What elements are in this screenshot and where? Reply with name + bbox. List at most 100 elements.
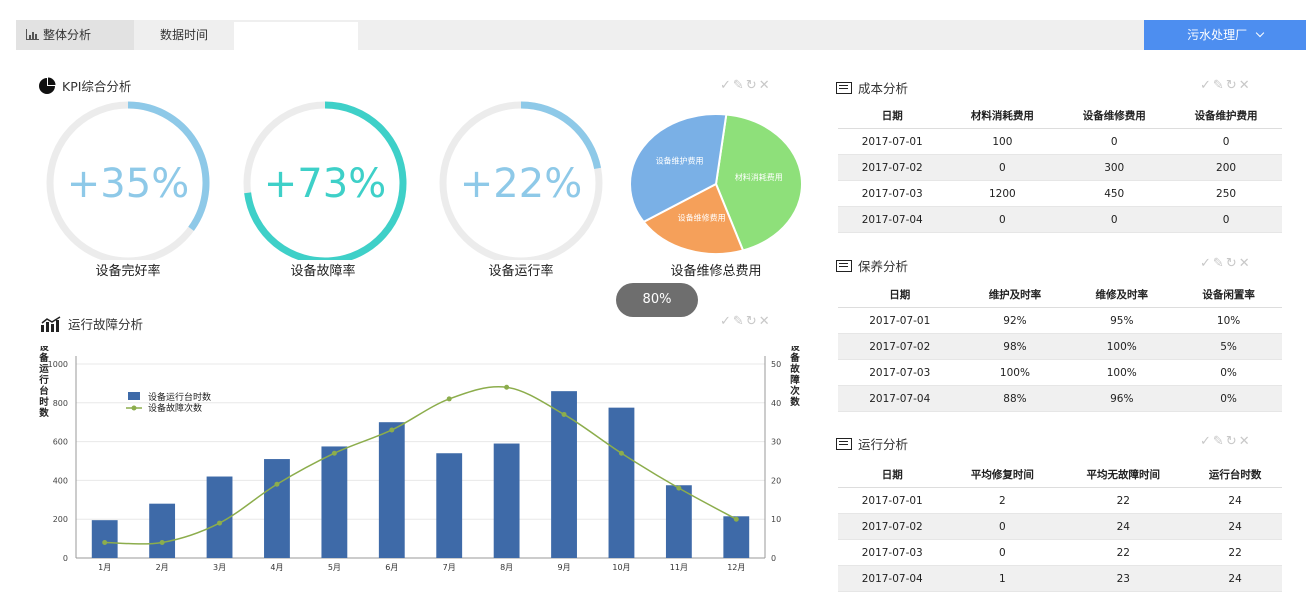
y-axis-label: 时	[39, 396, 49, 408]
table-row[interactable]: 2017-07-01 100 0 0	[838, 128, 1282, 155]
check-icon[interactable]: ✓	[720, 78, 733, 93]
column-header[interactable]: 材料消耗费用	[946, 102, 1059, 129]
tab-overall-label: 整体分析	[43, 28, 92, 42]
column-header[interactable]: 设备维护费用	[1170, 102, 1282, 129]
column-header[interactable]: 设备闲置率	[1175, 281, 1282, 308]
fault-chart-title: 运行故障分析	[68, 317, 144, 332]
bar[interactable]	[723, 516, 750, 558]
bar[interactable]	[436, 453, 463, 558]
x-tick-label: 12月	[727, 563, 745, 572]
close-icon[interactable]: ✕	[1238, 434, 1252, 449]
edit-icon[interactable]: ✎	[732, 78, 746, 93]
line-point[interactable]	[274, 481, 280, 487]
pie-slice[interactable]	[642, 182, 745, 255]
column-header[interactable]: 日期	[838, 102, 947, 129]
bar[interactable]	[493, 443, 520, 558]
table-header-row: 日期 维护及时率 维修及时率 设备闲置率	[838, 281, 1282, 308]
table-row[interactable]: 2017-07-01 2 22 24	[838, 487, 1282, 514]
check-icon[interactable]: ✓	[1200, 256, 1213, 271]
refresh-icon[interactable]: ↻	[745, 78, 759, 93]
table-cell: 22	[1058, 539, 1189, 566]
table-cell: 1200	[946, 180, 1059, 207]
bar[interactable]	[665, 485, 692, 558]
y-tick-label: 0	[63, 554, 68, 563]
cost-toolbar: ✓✎↻✕	[1200, 78, 1252, 93]
bar[interactable]	[264, 459, 290, 558]
table-row[interactable]: 2017-07-03 1200 450 250	[838, 180, 1282, 207]
line-point[interactable]	[331, 450, 337, 456]
check-icon[interactable]: ✓	[720, 314, 733, 329]
y-right-axis-label: 设	[790, 346, 800, 353]
trend-chart-icon	[41, 315, 61, 332]
tab-overall-analysis[interactable]: 整体分析	[16, 20, 134, 50]
bar[interactable]	[91, 520, 118, 558]
data-time-input[interactable]	[234, 22, 358, 50]
table-row[interactable]: 2017-07-04 0 0 0	[838, 206, 1282, 233]
pie-slice-label: 材料消耗费用	[735, 172, 783, 182]
column-header[interactable]: 设备维修费用	[1058, 102, 1171, 129]
bar[interactable]	[608, 407, 635, 558]
table-row[interactable]: 2017-07-04 1 23 24	[838, 565, 1282, 592]
y-right-axis-label: 数	[789, 396, 800, 408]
line-point[interactable]	[159, 539, 165, 545]
kpi-section-title: KPI综合分析	[38, 76, 131, 95]
pie-slice[interactable]	[714, 113, 803, 252]
line-point[interactable]	[504, 384, 510, 390]
table-row[interactable]: 2017-07-02 0 300 200	[838, 154, 1282, 181]
table-cell: 24	[1188, 565, 1282, 592]
line-point[interactable]	[102, 539, 108, 545]
table-row[interactable]: 2017-07-01 92% 95% 10%	[838, 307, 1282, 334]
line-point[interactable]	[446, 396, 452, 402]
close-icon[interactable]: ✕	[1238, 256, 1252, 271]
line-point[interactable]	[733, 516, 739, 522]
table-cell: 100%	[1068, 359, 1176, 386]
refresh-icon[interactable]: ↻	[1225, 78, 1239, 93]
table-cell: 2017-07-01	[838, 128, 947, 155]
table-header-row: 日期 平均修复时间 平均无故障时间 运行台时数	[838, 461, 1282, 488]
y-tick-label: 400	[53, 476, 68, 485]
line-point[interactable]	[618, 450, 624, 456]
edit-icon[interactable]: ✎	[1212, 434, 1226, 449]
tab-data-time[interactable]: 数据时间	[159, 28, 208, 42]
x-tick-label: 6月	[385, 563, 398, 572]
bar[interactable]	[321, 446, 348, 558]
pie-slice[interactable]	[629, 113, 728, 224]
refresh-icon[interactable]: ↻	[745, 314, 759, 329]
pie-slice-label: 设备维护费用	[656, 156, 704, 166]
operation-toolbar: ✓✎↻✕	[1200, 434, 1252, 449]
close-icon[interactable]: ✕	[758, 314, 772, 329]
column-header[interactable]: 平均无故障时间	[1058, 461, 1189, 488]
close-icon[interactable]: ✕	[1238, 78, 1252, 93]
table-cell: 0	[1170, 128, 1282, 155]
table-row[interactable]: 2017-07-04 88% 96% 0%	[838, 385, 1282, 412]
table-row[interactable]: 2017-07-02 98% 100% 5%	[838, 333, 1282, 360]
edit-icon[interactable]: ✎	[1212, 256, 1226, 271]
table-row[interactable]: 2017-07-02 0 24 24	[838, 513, 1282, 540]
refresh-icon[interactable]: ↻	[1225, 434, 1239, 449]
line-point[interactable]	[389, 427, 395, 433]
check-icon[interactable]: ✓	[1200, 434, 1213, 449]
bar[interactable]	[149, 503, 176, 558]
table-cell: 100	[946, 128, 1059, 155]
line-point[interactable]	[676, 485, 682, 491]
refresh-icon[interactable]: ↻	[1225, 256, 1239, 271]
column-header[interactable]: 维护及时率	[961, 281, 1069, 308]
line-point[interactable]	[561, 411, 567, 417]
y-right-axis-label: 障	[790, 374, 800, 386]
column-header[interactable]: 平均修复时间	[946, 461, 1059, 488]
table-cell: 10%	[1175, 307, 1282, 334]
plant-select[interactable]: 污水处理厂	[1144, 20, 1306, 50]
table-row[interactable]: 2017-07-03 0 22 22	[838, 539, 1282, 566]
bar[interactable]	[378, 422, 405, 558]
line-point[interactable]	[217, 520, 223, 526]
column-header[interactable]: 维修及时率	[1068, 281, 1176, 308]
table-row[interactable]: 2017-07-03 100% 100% 0%	[838, 359, 1282, 386]
column-header[interactable]: 运行台时数	[1188, 461, 1282, 488]
table-cell: 2017-07-04	[838, 206, 947, 233]
column-header[interactable]: 日期	[838, 461, 947, 488]
edit-icon[interactable]: ✎	[1212, 78, 1226, 93]
edit-icon[interactable]: ✎	[732, 314, 746, 329]
column-header[interactable]: 日期	[838, 281, 962, 308]
close-icon[interactable]: ✕	[758, 78, 772, 93]
check-icon[interactable]: ✓	[1200, 78, 1213, 93]
